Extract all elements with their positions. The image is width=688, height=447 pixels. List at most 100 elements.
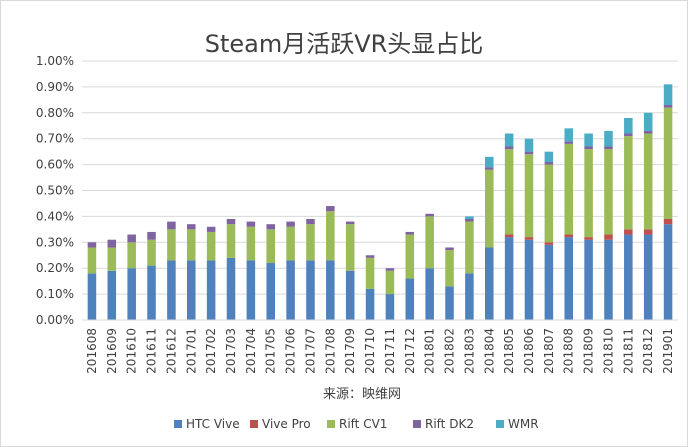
bar-segment: [445, 247, 454, 251]
bar-segment: [584, 149, 593, 238]
bar-segment: [604, 234, 613, 240]
bar-segment: [147, 265, 156, 320]
bar-segment: [604, 130, 613, 147]
bar-segment: [504, 234, 514, 238]
x-tick-label: 201702: [204, 328, 218, 374]
x-tick-label: 201802: [443, 328, 457, 374]
bar-segment: [147, 239, 156, 266]
bar-segment: [663, 84, 673, 106]
bar-segment: [624, 117, 633, 134]
bar-segment: [624, 234, 633, 320]
legend-swatch: [250, 420, 258, 428]
bar-segment: [187, 260, 196, 320]
x-tick-label: 201703: [224, 328, 238, 374]
legend-label: HTC Vive: [186, 417, 240, 431]
y-tick-label: 0.20%: [36, 261, 74, 275]
bar-segment: [405, 231, 415, 235]
x-tick-label: 201811: [621, 328, 635, 374]
bar-segment: [425, 268, 434, 320]
x-tick-label: 201712: [403, 328, 417, 374]
bar-segment: [564, 234, 573, 238]
bar-segment: [584, 239, 593, 320]
x-tick-label: 201610: [125, 328, 139, 374]
x-tick-label: 201609: [105, 328, 119, 374]
bar-segment: [226, 224, 236, 258]
bar-segment: [643, 112, 653, 131]
bar-segment: [345, 224, 355, 271]
bar-segment: [544, 162, 554, 165]
bar-segment: [504, 146, 514, 150]
bar-segment: [504, 149, 514, 235]
legend-label: Rift CV1: [339, 417, 387, 431]
bar-segment: [365, 255, 375, 258]
bar-segment: [564, 237, 573, 320]
bar-segment: [643, 229, 653, 235]
bar-segment: [624, 133, 633, 137]
bar-segment: [604, 239, 613, 320]
x-tick-label: 201611: [145, 328, 159, 374]
bar-segment: [107, 239, 117, 248]
bar-segment: [167, 229, 176, 261]
bar-segment: [385, 294, 395, 320]
bar-segment: [624, 229, 633, 235]
bar-segment: [246, 221, 256, 227]
bar-segment: [663, 105, 673, 108]
x-tick-label: 201901: [661, 328, 675, 374]
y-tick-label: 0.40%: [36, 209, 74, 223]
bar-segment: [584, 146, 593, 150]
bar-segment: [544, 244, 554, 320]
bar-segment: [564, 143, 573, 235]
x-tick-label: 201810: [601, 328, 615, 374]
bar-segment: [127, 234, 136, 243]
bar-segment: [465, 221, 474, 274]
chart-title: Steam月活跃VR头显占比: [205, 30, 484, 58]
bar-segment: [326, 206, 335, 212]
bar-segment: [564, 141, 573, 144]
x-tick-label: 201711: [383, 328, 397, 374]
bar-segment: [326, 211, 335, 261]
bar-segment: [604, 146, 613, 150]
bar-segment: [107, 247, 117, 271]
bar-segment: [286, 226, 295, 261]
bar-segment: [87, 242, 97, 248]
legend: HTC Vive Vive Pro Rift CV1 Rift DK2 WMR: [174, 417, 539, 431]
bar-segment: [266, 224, 275, 230]
bar-segment: [564, 128, 573, 142]
y-tick-label: 0.00%: [36, 313, 74, 327]
bar-segment: [107, 270, 117, 320]
bar-segment: [226, 218, 236, 225]
bar-segment: [663, 218, 673, 225]
bar-segment: [345, 270, 355, 320]
bar-segment: [524, 138, 534, 152]
bar-segment: [167, 260, 176, 320]
bar-segment: [345, 221, 355, 225]
bar-segment: [524, 239, 534, 320]
bar-segment: [445, 286, 454, 320]
legend-label: Rift DK2: [425, 417, 474, 431]
bar-segment: [524, 237, 534, 240]
bar-segment: [485, 169, 494, 248]
x-tick-label: 201812: [641, 328, 655, 374]
y-tick-label: 0.30%: [36, 235, 74, 249]
bar-segment: [266, 263, 275, 320]
x-tick-label: 201807: [542, 328, 556, 374]
x-tick-label: 201709: [343, 328, 357, 374]
bar-segment: [504, 237, 514, 320]
bar-segment: [127, 268, 136, 320]
bar-segment: [167, 221, 176, 230]
legend-label: WMR: [508, 417, 539, 431]
legend-swatch: [174, 420, 182, 428]
bar-segment: [187, 224, 196, 230]
y-tick-label: 0.80%: [36, 106, 74, 120]
bar-segment: [485, 156, 494, 168]
y-tick-label: 0.90%: [36, 80, 74, 94]
x-tick-label: 201705: [264, 328, 278, 374]
bar-segment: [425, 213, 434, 217]
x-tick-label: 201801: [423, 328, 437, 374]
bar-segment: [147, 231, 156, 240]
bar-segment: [187, 229, 196, 261]
bar-segment: [87, 247, 97, 274]
y-tick-label: 0.50%: [36, 184, 74, 198]
legend-label: Vive Pro: [262, 417, 311, 431]
